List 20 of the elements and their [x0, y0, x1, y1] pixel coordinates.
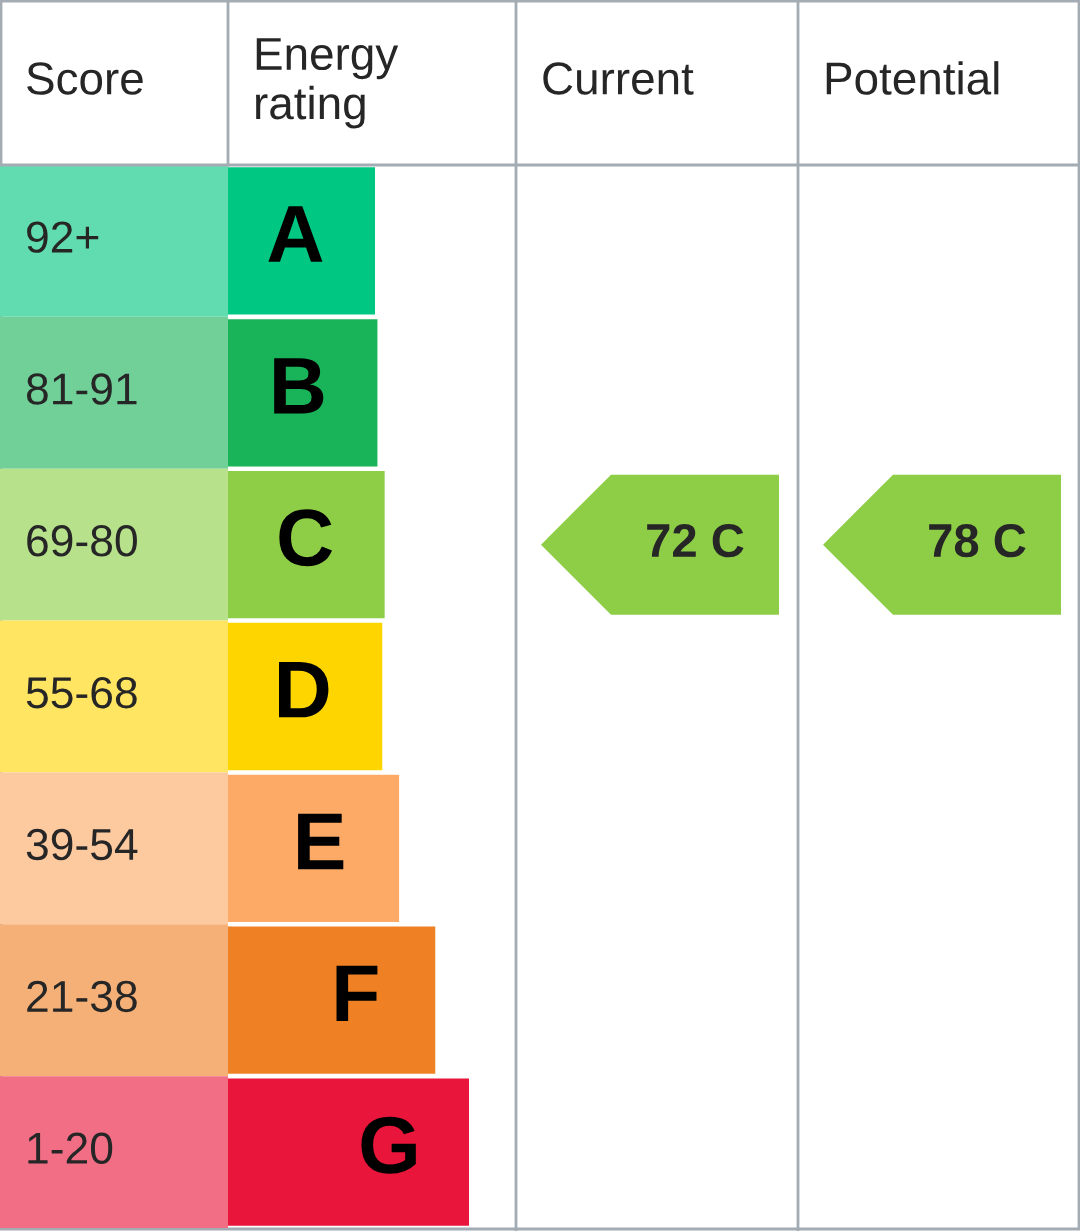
y-tick-label: C [279, 509, 333, 567]
y-tick-label: B [274, 358, 324, 414]
text: 81-91 [26, 373, 137, 405]
text: Potential [826, 61, 999, 95]
text: Score [27, 62, 143, 95]
text: 39-54 [26, 828, 138, 861]
text: Energy rating [256, 38, 399, 129]
text: 1-20 [28, 1132, 113, 1164]
y-tick-label: D [279, 661, 329, 718]
text: 21-38 [27, 980, 137, 1013]
y-tick-label: A [268, 206, 323, 262]
text: 69-80 [27, 525, 137, 557]
y-tick-label: G [361, 1116, 416, 1174]
y-tick-label: F [336, 965, 378, 1022]
text: 78 C [929, 523, 1026, 558]
text: 72 C [647, 523, 744, 558]
text: Current [543, 62, 694, 95]
text: 55-68 [26, 676, 137, 709]
y-tick-label: E [298, 813, 344, 870]
text: 92+ [27, 221, 99, 253]
